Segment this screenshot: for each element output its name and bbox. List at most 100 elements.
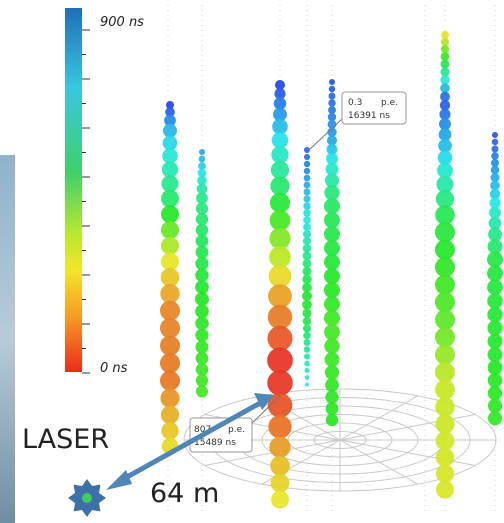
hit-bubble (435, 414, 454, 433)
hit-bubble (303, 259, 312, 268)
hit-bubble (302, 267, 311, 276)
hit-bubble (195, 292, 209, 306)
hit-bubble (435, 205, 455, 225)
hit-bubble (303, 317, 312, 326)
hit-bubble (325, 390, 338, 403)
hit-bubble (268, 415, 291, 438)
colorbar-ticks (82, 30, 90, 373)
hit-bubble (304, 168, 311, 175)
hit-bubble (196, 224, 209, 237)
hit-bubble (325, 365, 339, 379)
hit-bubble (161, 221, 179, 239)
hit-bubble (303, 216, 311, 224)
hit-bubble (304, 354, 310, 360)
laser-label: LASER (22, 424, 109, 455)
hit-bubble (271, 474, 290, 493)
hit-bubble (303, 325, 311, 333)
colorbar-max: 900 ns (100, 15, 144, 30)
hit-bubble (268, 305, 292, 329)
hit-bubble (326, 414, 338, 426)
hit-bubble (324, 198, 340, 214)
hit-bubble (487, 251, 503, 267)
hit-bubble (324, 254, 340, 270)
hit-bubble (440, 75, 449, 84)
hit-bubble (329, 86, 335, 92)
hit-bubble (160, 284, 179, 303)
hit-bubble (329, 93, 336, 100)
hit-bubble (324, 268, 340, 284)
hit-bubble (441, 52, 450, 61)
hit-bubble (436, 431, 455, 450)
hit-bubble (160, 336, 180, 356)
hit-bubble (328, 99, 335, 106)
hit-bubble (488, 360, 503, 375)
hit-bubble (199, 156, 206, 163)
hit-bubble (488, 399, 502, 413)
hit-bubble (324, 296, 340, 312)
hit-bubble (441, 45, 449, 53)
hit-bubble (329, 79, 335, 85)
hit-bubble (305, 375, 310, 380)
hit-bubble (303, 223, 311, 231)
hit-bubble (160, 353, 180, 373)
hit-bubble (488, 373, 503, 388)
hit-bubble (435, 362, 455, 382)
hit-bubble (195, 257, 208, 270)
hit-bubble (435, 397, 455, 417)
hit-bubble (162, 161, 178, 177)
hit-bubble (304, 182, 311, 189)
hit-bubble (324, 212, 340, 228)
hit-bubble (487, 320, 502, 335)
hit-bubble (303, 202, 310, 209)
hit-bubble (324, 226, 340, 242)
hit-bubble (196, 363, 209, 376)
floor-spoke (340, 440, 418, 484)
hit-bubble (303, 195, 310, 202)
hit-bubble (441, 31, 449, 39)
callout-time: 16391 ns (348, 111, 390, 121)
hit-bubble (326, 402, 339, 415)
hit-bubble (487, 279, 503, 295)
hit-bubble (324, 240, 340, 256)
hit-bubble (267, 348, 293, 374)
hit-bubble (270, 176, 289, 195)
hit-bubble (270, 456, 290, 476)
floor-spoke (340, 415, 475, 441)
hit-bubble (303, 209, 311, 217)
callout-unit: p.e. (228, 425, 245, 435)
hit-bubble (270, 193, 290, 213)
hit-bubble (160, 301, 180, 321)
hit-bubble (435, 240, 455, 260)
hit-bubble (303, 237, 311, 245)
hit-bubble (487, 334, 502, 349)
hit-bubble (269, 246, 291, 268)
hit-bubble (163, 136, 178, 151)
hit-bubble (325, 378, 339, 392)
hit-bubble (162, 148, 177, 163)
hit-bubble (161, 406, 179, 424)
hit-bubble (436, 481, 454, 499)
hit-bubble (435, 292, 455, 312)
hit-bubble (195, 317, 209, 331)
hit-bubble (160, 318, 180, 338)
hit-bubble (195, 340, 208, 353)
hit-bubble (304, 161, 310, 167)
hit-bubble (196, 352, 209, 365)
hit-bubble (195, 304, 209, 318)
hit-bubble (324, 338, 339, 353)
hit-bubble (488, 386, 502, 400)
hit-bubble (160, 371, 180, 391)
hit-bubble (305, 383, 309, 387)
hit-bubble (196, 385, 208, 397)
hit-bubble (436, 465, 454, 483)
hit-bubble (195, 280, 209, 294)
distance-label: 64 m (150, 478, 219, 509)
colorbar (65, 8, 82, 372)
hit-bubble (492, 132, 498, 138)
hit-bubble (435, 275, 455, 295)
hit-bubble (491, 145, 498, 152)
hit-bubble (268, 284, 292, 308)
hit-bubble (435, 345, 455, 365)
hit-bubble (195, 246, 208, 259)
hit-bubble (487, 265, 503, 281)
